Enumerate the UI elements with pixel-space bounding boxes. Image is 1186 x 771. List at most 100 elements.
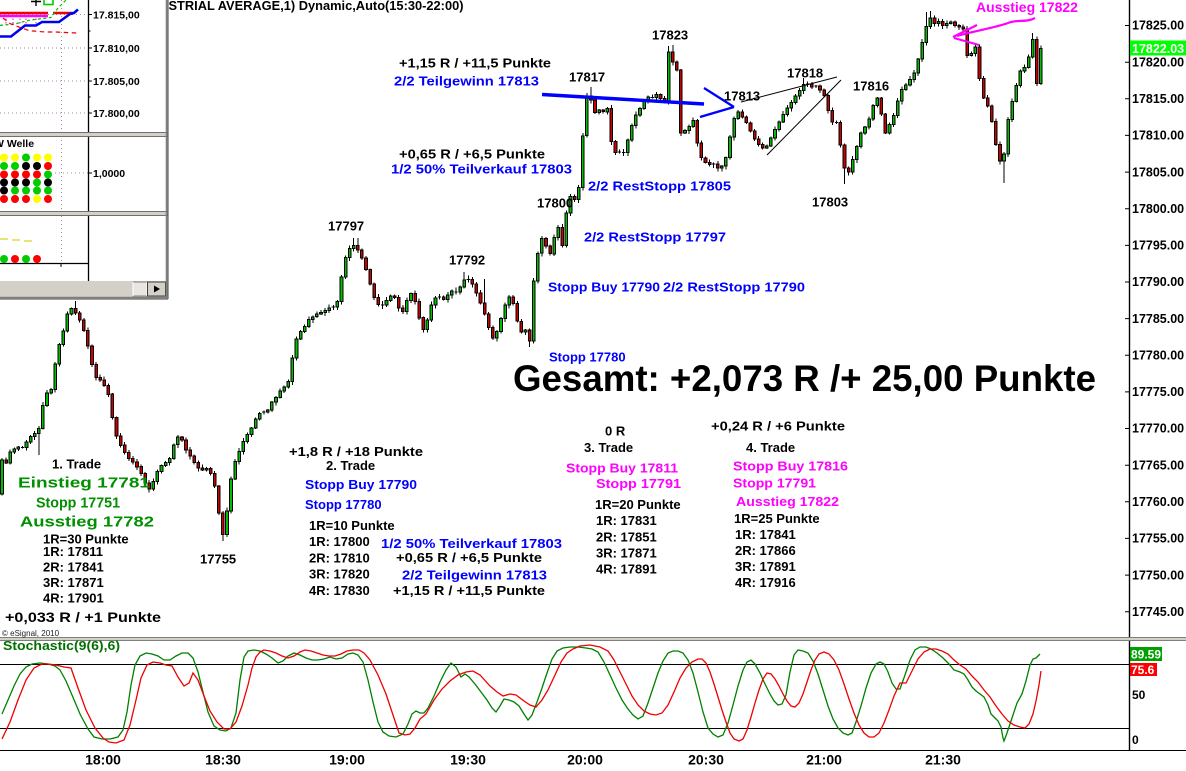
svg-text:21:30: 21:30 [925, 752, 961, 768]
svg-text:17825.00: 17825.00 [1132, 19, 1184, 33]
svg-text:Ausstieg 17822: Ausstieg 17822 [736, 494, 839, 509]
svg-text:Gesamt: +2,073 R /+ 25,00 Punk: Gesamt: +2,073 R /+ 25,00 Punkte [513, 358, 1096, 399]
svg-text:3R: 17820: 3R: 17820 [309, 567, 370, 582]
svg-text:19:30: 19:30 [450, 752, 486, 768]
svg-text:Stopp Buy 17790: Stopp Buy 17790 [305, 477, 417, 492]
svg-text:17815.00: 17815.00 [1132, 92, 1184, 106]
svg-text:17755: 17755 [200, 552, 236, 567]
svg-text:1R=10 Punkte: 1R=10 Punkte [309, 518, 395, 533]
svg-text:2/2 RestStopp 17790: 2/2 RestStopp 17790 [663, 280, 805, 295]
svg-text:1R: 17811: 1R: 17811 [43, 544, 103, 559]
svg-text:1R=20 Punkte: 1R=20 Punkte [595, 497, 681, 512]
svg-text:4. Trade: 4. Trade [746, 440, 795, 455]
svg-text:17795.00: 17795.00 [1132, 239, 1184, 253]
svg-text:3R: 17871: 3R: 17871 [596, 546, 657, 561]
svg-text:Stopp Buy 17811: Stopp Buy 17811 [566, 461, 678, 476]
svg-text:17818: 17818 [787, 66, 823, 81]
svg-text:+1,15 R / +11,5 Punkte: +1,15 R / +11,5 Punkte [393, 583, 545, 598]
svg-text:2/2 Teilgewinn 17813: 2/2 Teilgewinn 17813 [394, 74, 539, 89]
svg-text:4R: 17916: 4R: 17916 [735, 575, 796, 590]
svg-text:W Welle: W Welle [0, 138, 34, 150]
svg-text:17816: 17816 [853, 79, 889, 94]
svg-text:3. Trade: 3. Trade [584, 440, 633, 455]
svg-text:Einstieg 17781: Einstieg 17781 [18, 474, 150, 491]
svg-text:21:00: 21:00 [806, 752, 842, 768]
svg-text:4R: 17891: 4R: 17891 [596, 562, 657, 577]
svg-text:Stopp 17791: Stopp 17791 [596, 476, 681, 491]
svg-text:17823: 17823 [652, 28, 688, 43]
svg-text:1R=25 Punkte: 1R=25 Punkte [734, 511, 820, 526]
svg-text:Stopp 17751: Stopp 17751 [36, 494, 120, 511]
svg-text:1R: 17831: 1R: 17831 [596, 513, 657, 528]
svg-text:17765.00: 17765.00 [1132, 458, 1184, 472]
svg-text:2/2 Teilgewinn 17813: 2/2 Teilgewinn 17813 [402, 568, 547, 583]
svg-text:17.810,00: 17.810,00 [93, 43, 140, 55]
svg-text:17745.00: 17745.00 [1132, 605, 1184, 619]
svg-text:2/2 RestStopp 17797: 2/2 RestStopp 17797 [584, 230, 726, 245]
svg-text:19:00: 19:00 [329, 752, 365, 768]
svg-text:1R=30 Punkte: 1R=30 Punkte [43, 532, 129, 547]
svg-text:Stopp Buy 17816: Stopp Buy 17816 [733, 459, 848, 474]
svg-text:17800: 17800 [537, 196, 573, 211]
svg-text:Stopp 17791: Stopp 17791 [733, 476, 816, 491]
svg-text:+0,65 R / +6,5 Punkte: +0,65 R / +6,5 Punkte [399, 147, 545, 162]
svg-text:2R: 17810: 2R: 17810 [309, 551, 370, 566]
svg-text:+1,15 R / +11,5 Punkte: +1,15 R / +11,5 Punkte [399, 56, 551, 71]
svg-text:17792: 17792 [449, 253, 485, 268]
svg-text:3R: 17871: 3R: 17871 [43, 575, 104, 590]
svg-text:50: 50 [1132, 688, 1146, 702]
svg-text:17790.00: 17790.00 [1132, 275, 1184, 289]
svg-text:17805.00: 17805.00 [1132, 165, 1184, 179]
svg-text:17.815,00: 17.815,00 [93, 9, 140, 21]
svg-text:17822.03: 17822.03 [1132, 42, 1184, 56]
svg-text:Stochastic(9(6),6): Stochastic(9(6),6) [3, 639, 120, 653]
svg-text:2. Trade: 2. Trade [326, 458, 375, 473]
svg-text:1. Trade: 1. Trade [52, 457, 101, 472]
svg-text:17800.00: 17800.00 [1132, 202, 1184, 216]
svg-text:20:00: 20:00 [567, 752, 603, 768]
svg-text:17.805,00: 17.805,00 [93, 76, 140, 88]
svg-text:2R: 17866: 2R: 17866 [735, 543, 796, 558]
svg-text:89.59: 89.59 [1131, 648, 1161, 662]
svg-text:17810.00: 17810.00 [1132, 129, 1184, 143]
svg-text:17.800,00: 17.800,00 [93, 108, 140, 120]
svg-text:+0,65 R / +6,5 Punkte: +0,65 R / +6,5 Punkte [396, 550, 542, 565]
svg-text:1,0000: 1,0000 [93, 168, 125, 180]
svg-text:+0,24 R / +6 Punkte: +0,24 R / +6 Punkte [711, 419, 845, 434]
svg-text:18:00: 18:00 [85, 752, 121, 768]
svg-text:17803: 17803 [812, 195, 848, 210]
svg-text:20:30: 20:30 [688, 752, 724, 768]
svg-text:4R: 17830: 4R: 17830 [309, 583, 370, 598]
svg-text:2/2 RestStopp 17805: 2/2 RestStopp 17805 [588, 179, 731, 194]
svg-text:+0,033 R / +1 Punkte: +0,033 R / +1 Punkte [5, 609, 161, 625]
svg-text:1/2 50% Teilverkauf 17803: 1/2 50% Teilverkauf 17803 [391, 162, 572, 177]
svg-text:Stopp Buy 17790: Stopp Buy 17790 [548, 280, 660, 295]
svg-text:17797: 17797 [328, 219, 364, 234]
svg-text:Ausstieg 17782: Ausstieg 17782 [20, 513, 154, 530]
svg-text:17813: 17813 [724, 89, 760, 104]
svg-text:0 R: 0 R [605, 424, 626, 439]
svg-text:18:30: 18:30 [205, 752, 241, 768]
svg-text:17780.00: 17780.00 [1132, 349, 1184, 363]
svg-text:1R: 17800: 1R: 17800 [309, 534, 370, 549]
svg-text:75.6: 75.6 [1131, 663, 1155, 677]
svg-text:© eSignal, 2010: © eSignal, 2010 [2, 629, 60, 638]
svg-text:17755.00: 17755.00 [1132, 532, 1184, 546]
svg-text:17817: 17817 [569, 70, 605, 85]
svg-text:Stopp 17780: Stopp 17780 [305, 497, 382, 512]
svg-text:1R: 17841: 1R: 17841 [735, 527, 796, 542]
svg-text:2R: 17841: 2R: 17841 [43, 560, 104, 575]
svg-text:1/2 50% Teilverkauf 17803: 1/2 50% Teilverkauf 17803 [381, 536, 562, 551]
svg-text:0: 0 [1132, 733, 1139, 747]
svg-text:STRIAL AVERAGE,1) Dynamic,Auto: STRIAL AVERAGE,1) Dynamic,Auto(15:30-22:… [169, 0, 464, 13]
svg-text:Ausstieg 17822: Ausstieg 17822 [976, 0, 1078, 15]
svg-text:17760.00: 17760.00 [1132, 495, 1184, 509]
svg-text:17770.00: 17770.00 [1132, 422, 1184, 436]
svg-text:17820.00: 17820.00 [1132, 55, 1184, 69]
svg-text:Stopp 17780: Stopp 17780 [549, 350, 626, 365]
svg-text:2R: 17851: 2R: 17851 [596, 530, 657, 545]
svg-text:4R: 17901: 4R: 17901 [43, 591, 104, 606]
svg-text:17775.00: 17775.00 [1132, 385, 1184, 399]
svg-text:17785.00: 17785.00 [1132, 312, 1184, 326]
svg-text:3R: 17891: 3R: 17891 [735, 559, 796, 574]
